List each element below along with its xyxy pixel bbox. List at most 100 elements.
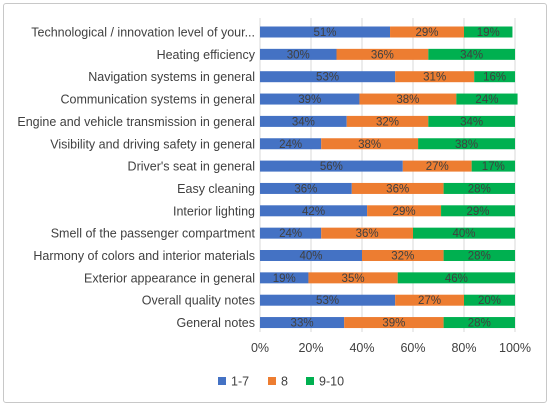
data-label: 53%: [316, 72, 339, 84]
data-label: 40%: [452, 228, 475, 240]
category-label: Technological / innovation level of your…: [31, 26, 255, 40]
data-label: 29%: [393, 206, 416, 218]
data-label: 29%: [416, 27, 439, 39]
bar-segment: [395, 71, 475, 83]
legend-label: 9-10: [319, 375, 344, 389]
legend-swatch: [306, 377, 314, 385]
bar-segment: [443, 317, 515, 329]
data-label: 36%: [294, 183, 317, 195]
category-label: General notes: [176, 316, 255, 330]
data-label: 28%: [468, 183, 491, 195]
bar-segment: [344, 317, 444, 329]
data-label: 36%: [356, 228, 379, 240]
data-label: 28%: [468, 318, 491, 330]
legend-swatch: [218, 377, 226, 385]
chart-frame: [3, 3, 547, 403]
x-tick-label: 100%: [499, 341, 531, 355]
category-label: Navigation systems in general: [88, 70, 255, 84]
bar-segment: [260, 250, 362, 261]
bar-segment: [441, 205, 515, 217]
category-label: Visibility and driving safety in general: [50, 137, 255, 151]
bar-segment: [464, 294, 515, 306]
data-label: 38%: [455, 139, 478, 151]
x-tick-label: 0%: [251, 341, 269, 355]
category-label: Interior lighting: [173, 204, 255, 218]
data-label: 35%: [342, 273, 365, 285]
data-label: 29%: [467, 206, 490, 218]
bar-segment: [395, 294, 464, 306]
category-label: Smell of the passenger compartment: [51, 227, 256, 241]
data-label: 36%: [371, 49, 394, 61]
legend-label: 1-7: [231, 375, 249, 389]
data-label: 34%: [292, 116, 315, 128]
bar-segment: [321, 138, 419, 150]
category-label: Communication systems in general: [60, 93, 255, 107]
category-label: Overall quality notes: [142, 294, 255, 308]
bar-segment: [260, 138, 322, 150]
bar-segment: [390, 26, 464, 38]
x-tick-label: 40%: [349, 341, 374, 355]
category-label: Exterior appearance in general: [84, 271, 255, 285]
data-label: 46%: [445, 273, 468, 285]
data-label: 53%: [316, 295, 339, 307]
bar-segment: [260, 182, 352, 194]
bar-segment: [428, 115, 515, 127]
data-label: 39%: [298, 94, 321, 106]
bar-segment: [260, 115, 347, 127]
bar-segment: [260, 205, 368, 217]
x-tick-label: 80%: [451, 341, 476, 355]
data-label: 38%: [396, 94, 419, 106]
data-label: 16%: [483, 72, 506, 84]
bar-segment: [260, 93, 360, 105]
data-label: 32%: [376, 116, 399, 128]
legend-swatch: [268, 377, 276, 385]
data-label: 19%: [273, 273, 296, 285]
bar-segment: [260, 294, 396, 306]
x-axis-ticks: 0% 20% 40% 60% 80% 100%: [251, 341, 531, 355]
data-label: 31%: [423, 72, 446, 84]
data-label: 17%: [482, 161, 505, 173]
data-label: 34%: [460, 49, 483, 61]
data-label: 56%: [320, 161, 343, 173]
data-label: 24%: [279, 228, 302, 240]
legend: 1-7 8 9-10: [218, 375, 344, 389]
category-label: Harmony of colors and interior materials: [33, 249, 255, 263]
bar-segment: [464, 26, 513, 38]
bar-segment: [346, 115, 429, 127]
bar-segment: [428, 48, 515, 60]
category-label: Easy cleaning: [177, 182, 255, 196]
bar-segment: [443, 182, 515, 194]
legend-label: 8: [281, 375, 288, 389]
data-label: 36%: [386, 183, 409, 195]
bar-segment: [413, 227, 515, 239]
gridlines: [259, 18, 516, 332]
bar-segment: [402, 160, 472, 172]
bar-segment: [359, 93, 457, 105]
data-label: 30%: [287, 49, 310, 61]
bar-segment: [308, 272, 398, 284]
bar-segment: [471, 160, 515, 172]
bar-segment: [260, 48, 337, 60]
bar-segment: [260, 272, 309, 284]
bar-segment: [351, 182, 444, 194]
bar-segment: [443, 250, 515, 261]
bar-segment: [336, 48, 429, 60]
bar-segment: [260, 71, 396, 83]
bar-segment: [260, 26, 391, 38]
category-label: Engine and vehicle transmission in gener…: [17, 115, 255, 129]
data-label: 51%: [314, 27, 337, 39]
category-label: Heating efficiency: [157, 48, 256, 62]
data-label: 42%: [302, 206, 325, 218]
category-labels: Technological / innovation level of your…: [17, 26, 255, 331]
bar-segment: [260, 160, 403, 172]
data-label: 28%: [468, 251, 491, 263]
bar-segment: [260, 317, 345, 329]
data-label: 34%: [460, 116, 483, 128]
x-tick-label: 60%: [400, 341, 425, 355]
data-label: 33%: [291, 318, 314, 330]
data-label: 38%: [358, 139, 381, 151]
bar-segment: [474, 71, 515, 83]
x-tick-label: 20%: [298, 341, 323, 355]
bar-segment: [260, 227, 322, 239]
